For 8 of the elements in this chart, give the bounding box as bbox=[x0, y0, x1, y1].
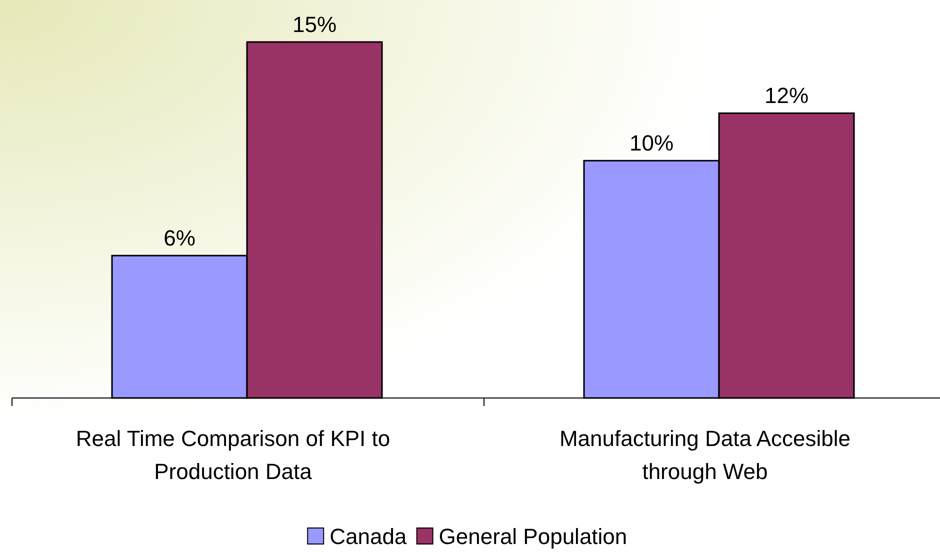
x-tick-label: Manufacturing Data Accesible through Web bbox=[559, 426, 851, 484]
x-tick-label: Real Time Comparison of KPI to Production Data bbox=[76, 426, 390, 484]
legend-label: General Population bbox=[438, 524, 628, 549]
data-label: 6% bbox=[164, 226, 196, 251]
legend-label: Canada bbox=[330, 524, 408, 549]
data-label: 10% bbox=[629, 130, 674, 156]
data-label: 15% bbox=[292, 12, 337, 37]
data-label: 12% bbox=[764, 83, 809, 108]
